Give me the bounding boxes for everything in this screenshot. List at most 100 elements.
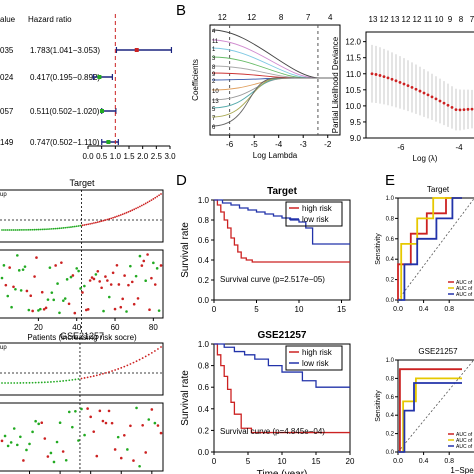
risk-score-point: [7, 382, 10, 384]
risk-status-point: [100, 286, 103, 290]
risk-score-point: [91, 222, 93, 225]
risk-status-point: [88, 279, 92, 282]
lasso-cv-top-tick: 12: [380, 15, 389, 24]
risk-status-point: [106, 279, 109, 282]
risk-status-point: [144, 451, 148, 454]
lasso-cv-point: [422, 91, 426, 95]
forest-row-label: 024: [0, 73, 14, 82]
lasso-cv-top-tick: 12: [413, 15, 422, 24]
roc-y-tick-label: 0.2: [386, 278, 395, 284]
risk-score-point: [75, 225, 78, 228]
risk-status-frame: [0, 249, 164, 319]
risk-status-point: [10, 305, 13, 309]
risk-status-point: [22, 459, 25, 462]
risk-score-point: [105, 372, 107, 374]
lasso-coef-left-label: 10: [212, 89, 219, 95]
lasso-coef-top-tick: 12: [247, 13, 256, 22]
lasso-coef-left-label: 4: [212, 29, 216, 35]
lasso-cv-top-tick: 12: [402, 15, 411, 24]
lasso-cv-frame: [365, 31, 474, 139]
risk-score-point: [24, 228, 26, 231]
risk-status-point: [156, 424, 160, 427]
lasso-coef-x-tick-label: -3: [300, 140, 308, 149]
risk-score-point: [19, 382, 22, 384]
km-y-tick-label: 0.6: [198, 236, 210, 245]
risk-status-point: [29, 294, 33, 298]
risk-status-point: [135, 406, 138, 410]
lasso-cv-point: [450, 106, 454, 109]
risk-score-point: [14, 229, 17, 231]
roc-legend-label: AUC of: [456, 444, 473, 450]
lasso-cv-point: [390, 77, 394, 81]
lasso-coef-path: [211, 77, 338, 127]
risk-status-point: [39, 307, 42, 311]
risk-status-point: [150, 408, 154, 411]
km-legend-box: [285, 201, 343, 227]
risk-status-point: [123, 433, 126, 437]
forest-point: [106, 140, 111, 144]
risk-status-point: [71, 274, 75, 277]
lasso-coef-path: [211, 29, 338, 79]
risk-score-point: [56, 380, 58, 383]
lasso-coef-left-label: 11: [212, 39, 219, 45]
lasso-cv-point: [438, 99, 442, 103]
risk-score-point: [148, 200, 151, 203]
risk-status-point: [55, 440, 59, 444]
risk-status-point: [148, 308, 151, 311]
lasso-coef-x-tick-label: -5: [251, 140, 259, 149]
risk-status-point: [64, 458, 68, 462]
lasso-cv-point: [402, 82, 406, 86]
roc-x-tick-label: 0.8: [444, 306, 454, 313]
risk-score-point: [43, 381, 46, 384]
risk-score-point: [152, 198, 155, 200]
lasso-cv-point: [470, 107, 474, 111]
lasso-cv-y-tick-label: 11.5: [346, 54, 362, 63]
risk-score-point: [39, 228, 42, 231]
risk-status-point: [150, 276, 153, 280]
risk-score-point: [139, 205, 141, 208]
risk-score-point: [77, 378, 80, 380]
risk-score-point: [96, 221, 99, 224]
risk-status-point: [67, 302, 71, 306]
risk-score-point: [56, 227, 59, 230]
risk-score-point: [146, 201, 149, 204]
lasso-cv-point: [418, 89, 422, 93]
risk-status-point: [28, 442, 31, 446]
forest-header-hr: Hazard ratio: [28, 15, 72, 24]
risk-score-point: [33, 228, 36, 231]
risk-status-point: [127, 283, 130, 287]
risk-status-point: [77, 269, 80, 273]
risk-score-point: [45, 228, 47, 231]
lasso-cv-top-tick: 7: [470, 15, 474, 24]
risk-score-point: [102, 219, 105, 222]
risk-status-point: [107, 409, 111, 413]
risk-status-point: [6, 444, 10, 448]
lasso-coef-top-tick: 4: [328, 13, 333, 22]
risk-score-point: [54, 227, 57, 230]
lasso-cv-point: [446, 103, 450, 107]
roc-curve: [398, 377, 462, 453]
risk-status-point: [3, 434, 7, 438]
roc-curve: [398, 197, 462, 301]
risk-status-point: [46, 455, 50, 458]
lasso-coef-left-label: 8: [212, 65, 216, 71]
lasso-cv-point: [406, 84, 410, 88]
km-y-tick-label: 0.0: [198, 448, 210, 457]
risk-status-point: [90, 276, 94, 279]
risk-status-point: [16, 254, 19, 257]
lasso-cv-y-tick-label: 9.5: [350, 118, 362, 127]
risk-status-point: [50, 291, 54, 294]
risk-status-point: [138, 464, 141, 468]
lasso-cv-point: [430, 95, 434, 99]
forest-x-tick-label: 0.0: [82, 152, 94, 161]
lasso-coef-path: [211, 77, 338, 109]
risk-status-point: [52, 460, 56, 464]
roc-legend-label: AUC of: [456, 432, 473, 438]
risk-status-point: [61, 450, 65, 453]
km-annotation: Survival curve (p=2.517e−05): [220, 275, 325, 284]
risk-score-point: [27, 228, 30, 231]
risk-status-point: [109, 283, 113, 286]
risk-status-point: [81, 291, 84, 294]
risk-score-point: [83, 224, 86, 226]
km-title: Target: [267, 186, 297, 197]
